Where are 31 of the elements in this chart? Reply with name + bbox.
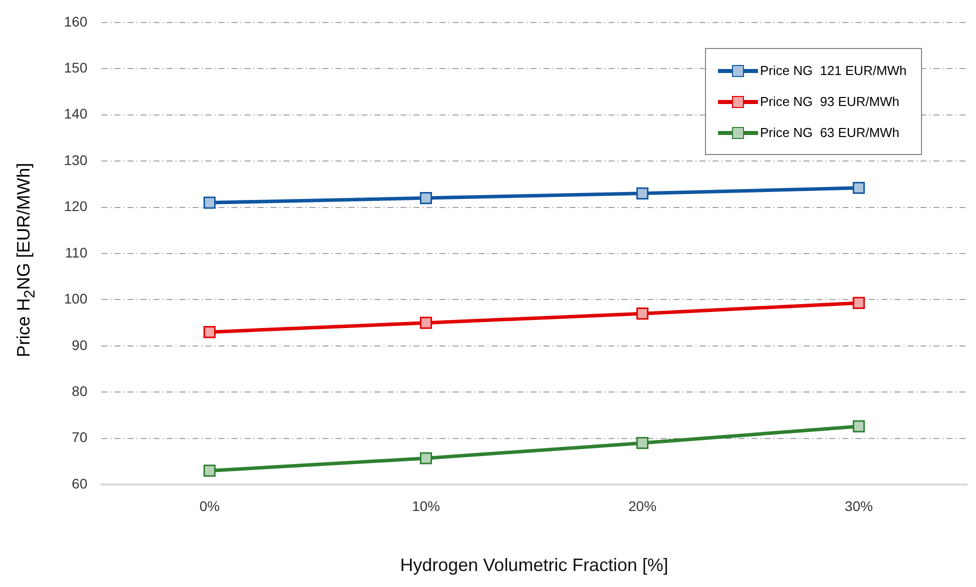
point — [204, 464, 216, 477]
point — [852, 296, 865, 310]
point — [420, 316, 432, 329]
x-axis-title: Hydrogen Volumetric Fraction [%] — [400, 555, 668, 576]
y-tick-label: 160 — [64, 13, 88, 30]
y-tick-label: 70 — [72, 429, 88, 446]
legend-label: Price NG 93 EUR/MWh — [760, 94, 900, 110]
y-tick-label: 60 — [72, 475, 88, 492]
y-tick-label: 80 — [72, 383, 88, 400]
point — [636, 308, 648, 320]
legend-label: Price NG 121 EUR/MWh — [760, 63, 907, 78]
x-tick-label: 30% — [844, 498, 873, 514]
y-tick-label: 120 — [64, 198, 88, 214]
legend-label: Price NG 63 EUR/MWh — [760, 125, 900, 140]
point — [636, 436, 648, 450]
point — [636, 187, 648, 200]
x-tick-label: 0% — [199, 498, 220, 514]
point — [204, 326, 216, 338]
point — [852, 182, 865, 194]
x-tick-label: 10% — [412, 498, 440, 514]
y-tick-label: 110 — [65, 244, 88, 260]
y-tick-label: 140 — [64, 106, 88, 122]
y-tick-label: 90 — [72, 336, 88, 353]
point — [420, 452, 432, 464]
point — [420, 192, 432, 204]
y-tick-label: 150 — [64, 59, 88, 76]
x-tick-label: 20% — [628, 498, 656, 514]
point — [852, 420, 865, 432]
y-tick-label: 100 — [64, 290, 88, 307]
y-tick-label: 130 — [64, 152, 88, 168]
point — [204, 196, 216, 209]
